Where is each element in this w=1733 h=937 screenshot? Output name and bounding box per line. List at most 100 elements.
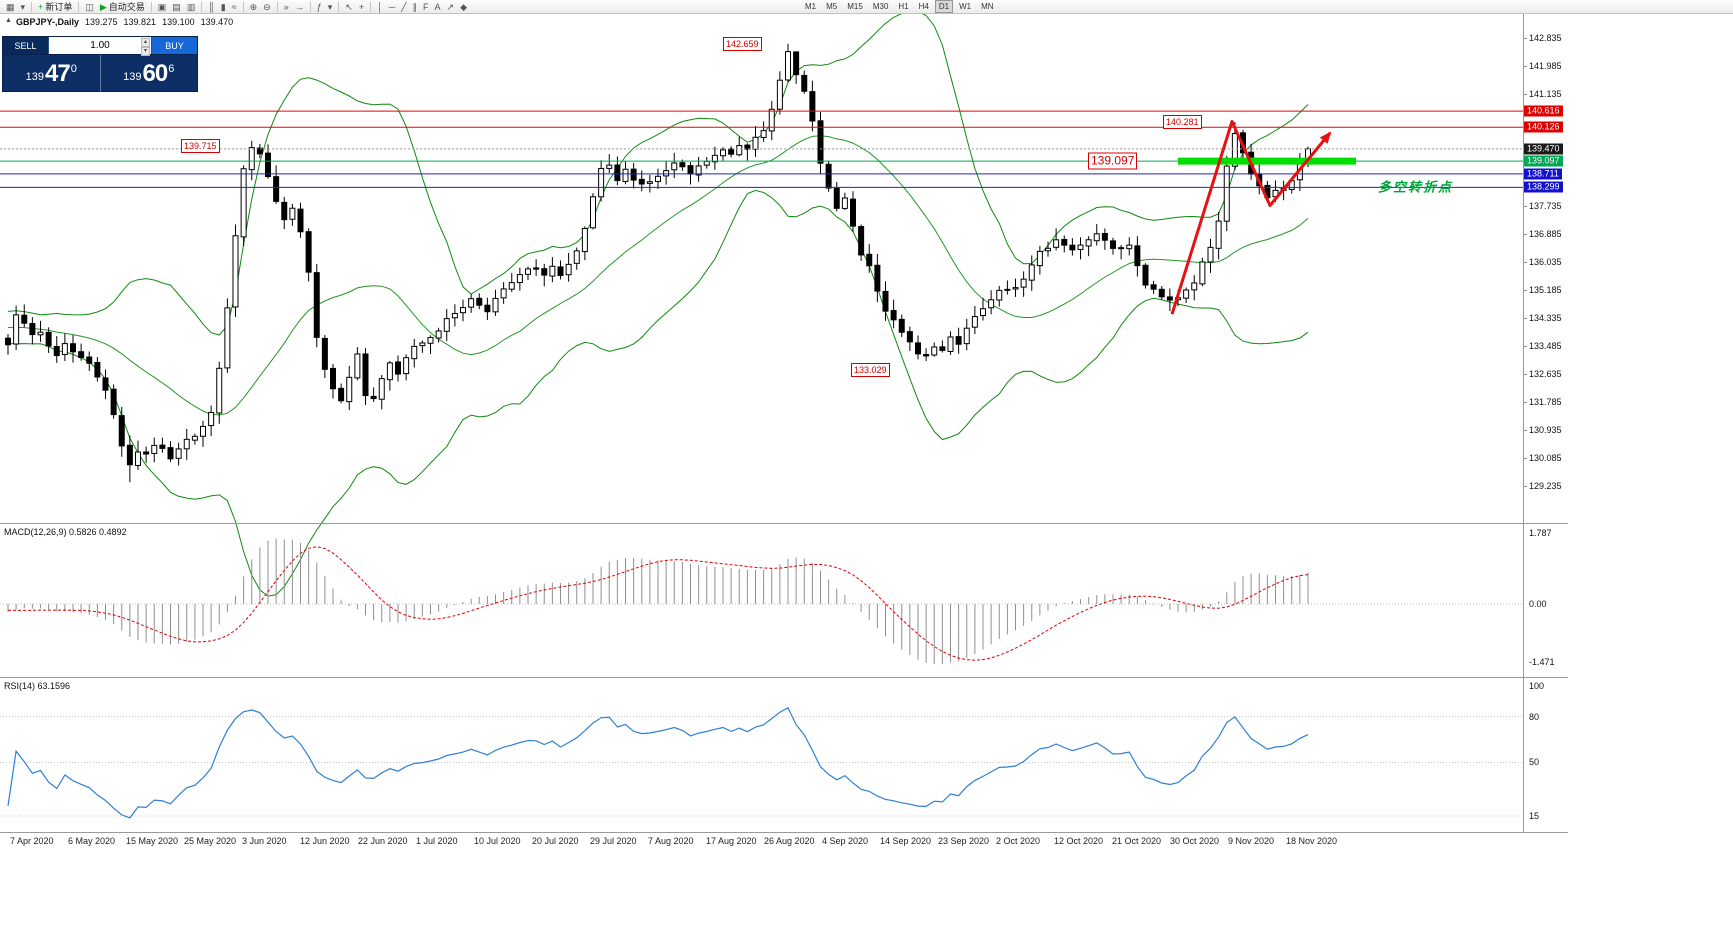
chart-shift-icon[interactable]: →	[292, 1, 307, 13]
equidistant-channel-icon[interactable]: ∥	[410, 1, 421, 13]
text-label-icon[interactable]: A	[432, 1, 444, 13]
cursor-icon[interactable]: ↖	[342, 1, 356, 13]
quote-close: 139.470	[200, 17, 234, 27]
toolbar-separator	[242, 1, 244, 12]
line-chart-icon-glyph: ≈	[231, 1, 237, 12]
price-callout[interactable]: 140.281	[1163, 115, 1202, 130]
date-label: 29 Jul 2020	[590, 836, 637, 846]
date-label: 12 Jun 2020	[300, 836, 350, 846]
chart-annotation-text[interactable]: 多空转折点	[1378, 179, 1454, 195]
price-tick-mark	[1523, 317, 1527, 319]
auto-trading-button-label: 自动交易	[108, 2, 145, 12]
zoom-in-icon[interactable]: ⊕	[247, 1, 261, 13]
tile-vertical-icon[interactable]: ▥	[184, 1, 199, 13]
panel-separator	[0, 832, 1568, 833]
price-callout[interactable]: 142.659	[723, 36, 762, 51]
buy-button[interactable]: BUY	[151, 37, 197, 54]
price-tick: 142.835	[1529, 33, 1562, 43]
price-callout[interactable]: 133.029	[851, 363, 890, 378]
price-tick-mark	[1523, 65, 1527, 67]
toolbar-separator	[276, 1, 278, 12]
volume-up-button[interactable]: ▴	[140, 38, 150, 47]
date-label: 6 May 2020	[68, 836, 116, 846]
candlesticks	[5, 43, 1311, 483]
rsi-axis-tick: 100	[1529, 681, 1545, 691]
toolbar-separator	[370, 1, 372, 12]
profiles-icon[interactable]: ◫	[82, 1, 97, 13]
timeframe-m15[interactable]: M15	[847, 2, 863, 11]
price-tick-mark	[1523, 457, 1527, 459]
sell-price-display[interactable]: 139 47 0	[3, 55, 100, 92]
candlestick-chart-icon[interactable]: ▮	[218, 1, 229, 13]
cascade-windows-icon-glyph: ▣	[157, 1, 167, 12]
new-order-button[interactable]: + 新订单	[35, 1, 75, 13]
macd-axis-tick: -1.471	[1529, 657, 1555, 668]
price-tick: 141.135	[1529, 88, 1562, 99]
crosshair-icon[interactable]: +	[356, 1, 367, 13]
timeframe-w1[interactable]: W1	[959, 2, 972, 11]
price-level-label: 140.616	[1524, 105, 1563, 117]
crosshair-icon-glyph: +	[358, 1, 365, 12]
indicators-dropdown-icon[interactable]: ▾	[325, 1, 336, 13]
shapes-icon[interactable]: ◆	[457, 1, 470, 13]
timeframe-m1[interactable]: M1	[805, 2, 817, 11]
price-callout[interactable]: 139.097	[1088, 152, 1138, 170]
new-order-button-glyph: +	[38, 1, 44, 12]
tile-horizontal-icon[interactable]: ▤	[169, 1, 184, 13]
quote-header: ▲ GBPJPY-,Daily 139.275 139.821 139.100 …	[5, 17, 233, 27]
arrow-object-icon[interactable]: ↗	[444, 1, 458, 13]
panel-separator[interactable]	[0, 523, 1568, 524]
volume-input[interactable]: 1.00 ▴ ▾	[49, 37, 151, 56]
auto-scroll-icon[interactable]: »	[281, 1, 292, 13]
horizontal-line-icon[interactable]: ─	[386, 1, 398, 13]
auto-scroll-icon-glyph: »	[283, 1, 289, 12]
fibonacci-icon-glyph: F	[423, 1, 429, 12]
date-label: 18 Nov 2020	[1286, 836, 1338, 846]
zoom-out-icon[interactable]: ⊖	[260, 1, 274, 13]
buy-price-prefix: 139	[123, 71, 142, 83]
new-chart-icon[interactable]: ▦	[3, 1, 18, 13]
macd-plot	[0, 538, 1523, 665]
volume-down-button[interactable]: ▾	[140, 47, 150, 56]
rsi-plot	[0, 706, 1523, 819]
panel-separator[interactable]	[0, 677, 1568, 678]
volume-value: 1.00	[90, 40, 110, 51]
indicators-icon[interactable]: ƒ	[314, 1, 325, 13]
timeframe-h4[interactable]: H4	[918, 2, 929, 11]
sell-button[interactable]: SELL	[3, 37, 49, 54]
timeframe-m5[interactable]: M5	[826, 2, 838, 11]
horizontal-level-lines[interactable]	[0, 110, 1523, 188]
arrow-object-icon-glyph: ↗	[446, 1, 455, 12]
timeframe-m30[interactable]: M30	[872, 2, 889, 11]
price-tick: 130.085	[1529, 452, 1562, 463]
fibonacci-icon[interactable]: F	[420, 1, 432, 13]
price-tick-mark	[1523, 429, 1527, 431]
new-chart-dropdown-icon[interactable]: ▾	[18, 1, 29, 13]
sell-price-sup: 0	[70, 63, 77, 75]
tile-vertical-icon-glyph: ▥	[186, 1, 196, 12]
date-label: 10 Jul 2020	[474, 836, 521, 846]
timeframe-mn[interactable]: MN	[981, 2, 994, 11]
toolbar: ▦ ▾ + 新订单 ◫ ▶ 自动交易 ▣ ▤ ▥ ║ ▮ ≈ ⊕ ⊖» → ƒ ▾ ↖ + │ ─ ╱ ∥ F A ↗ ◆ M1 M5 M1…	[0, 0, 1733, 14]
timeframe-h1[interactable]: H1	[898, 2, 909, 11]
chart-canvas[interactable]	[0, 14, 1523, 832]
cascade-windows-icon[interactable]: ▣	[155, 1, 170, 13]
buy-price-display[interactable]: 139 60 6	[101, 55, 198, 92]
price-callout[interactable]: 139.715	[181, 139, 220, 154]
auto-trading-button[interactable]: ▶ 自动交易	[97, 1, 148, 13]
chart-drawings[interactable]	[1170, 120, 1356, 315]
price-divider	[99, 55, 101, 92]
vertical-line-icon[interactable]: │	[374, 1, 386, 13]
timeframe-d1[interactable]: D1	[934, 0, 954, 13]
price-level-label: 139.470	[1524, 143, 1563, 155]
chart-window[interactable]: ▲ GBPJPY-,Daily 139.275 139.821 139.100 …	[0, 14, 1733, 937]
trendline-icon[interactable]: ╱	[398, 1, 409, 13]
macd-label: MACD(12,26,9) 0.5826 0.4892	[4, 527, 127, 537]
price-tick: 141.985	[1529, 60, 1562, 71]
equidistant-channel-icon-glyph: ∥	[412, 1, 418, 12]
price-tick-mark	[1523, 93, 1527, 95]
line-chart-icon[interactable]: ≈	[229, 1, 240, 13]
one-click-panel-toggle-icon[interactable]: ▲	[5, 17, 12, 24]
date-label: 9 Nov 2020	[1228, 836, 1275, 846]
bar-chart-icon[interactable]: ║	[205, 1, 217, 13]
